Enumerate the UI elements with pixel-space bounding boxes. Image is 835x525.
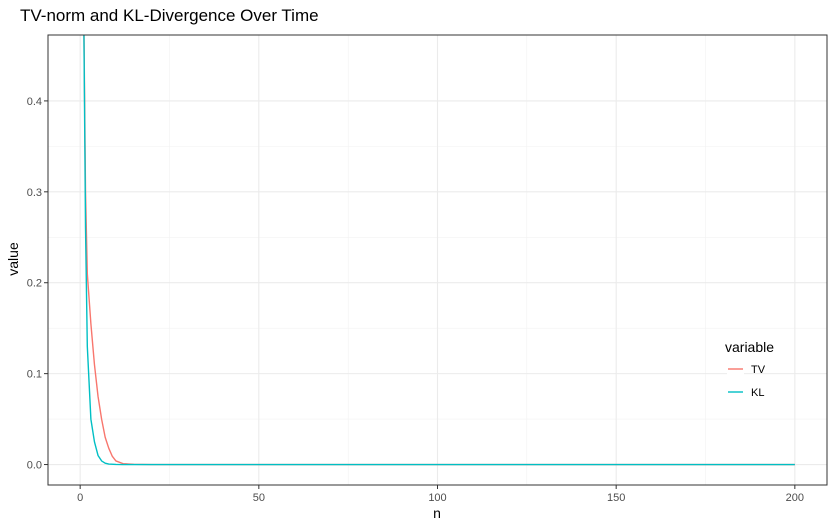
y-tick-label: 0.0 bbox=[27, 460, 42, 472]
x-tick-label: 100 bbox=[428, 492, 446, 504]
legend-title: variable bbox=[725, 339, 774, 355]
x-tick-label: 200 bbox=[786, 492, 804, 504]
y-tick-label: 0.2 bbox=[27, 278, 42, 290]
x-tick-label: 50 bbox=[253, 492, 265, 504]
series-layer bbox=[83, 35, 795, 466]
y-tick-label: 0.4 bbox=[27, 96, 42, 108]
y-tick-label: 0.3 bbox=[27, 187, 42, 199]
legend-label-kl: KL bbox=[751, 387, 764, 399]
y-axis-title: value bbox=[5, 242, 21, 276]
chart-title: TV-norm and KL-Divergence Over Time bbox=[20, 6, 319, 25]
x-tick-label: 0 bbox=[77, 492, 83, 504]
x-axis: 0 50 100 150 200 bbox=[77, 485, 804, 504]
y-axis: 0.0 0.1 0.2 0.3 0.4 bbox=[27, 96, 48, 472]
y-tick-label: 0.1 bbox=[27, 369, 42, 381]
legend-label-tv: TV bbox=[751, 364, 766, 376]
legend: variable TV KL bbox=[725, 339, 774, 402]
series-line-kl bbox=[83, 35, 795, 466]
x-tick-label: 150 bbox=[607, 492, 625, 504]
x-axis-title: n bbox=[433, 505, 441, 521]
